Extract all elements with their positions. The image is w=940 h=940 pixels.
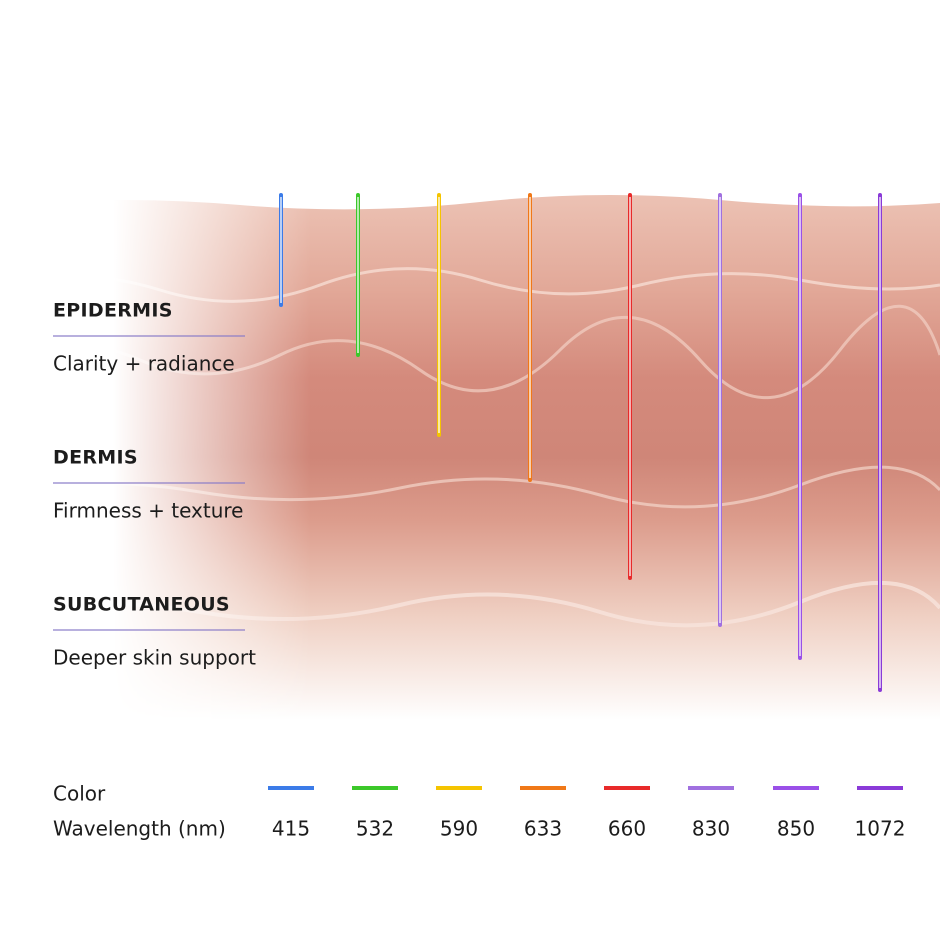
color-swatch xyxy=(773,786,819,790)
color-label: Color xyxy=(53,782,106,806)
light-beams xyxy=(276,190,885,695)
wavelength-value: 633 xyxy=(524,817,562,841)
color-swatch xyxy=(436,786,482,790)
layer-title: DERMIS xyxy=(53,447,138,469)
wavelength-value: 1072 xyxy=(855,817,906,841)
wavelength-label: Wavelength (nm) xyxy=(53,817,226,841)
wavelength-value: 660 xyxy=(608,817,646,841)
color-swatch xyxy=(688,786,734,790)
color-swatch xyxy=(520,786,566,790)
color-swatch xyxy=(604,786,650,790)
wavelength-value: 532 xyxy=(356,817,394,841)
layer-title: EPIDERMIS xyxy=(53,300,173,322)
layer-description: Firmness + texture xyxy=(53,499,244,523)
wavelength-value: 850 xyxy=(777,817,815,841)
color-swatch xyxy=(857,786,903,790)
layer-labels: EPIDERMIS Clarity + radiance DERMIS Firmnes… xyxy=(53,300,256,670)
layer-description: Deeper skin support xyxy=(53,646,256,670)
color-swatch xyxy=(268,786,314,790)
wavelength-value: 590 xyxy=(440,817,478,841)
legend: Color Wavelength (nm) 415 532 590 633 660 830… xyxy=(53,782,905,841)
wavelength-value: 830 xyxy=(692,817,730,841)
wavelength-value: 415 xyxy=(272,817,310,841)
layer-description: Clarity + radiance xyxy=(53,352,235,376)
color-swatch xyxy=(352,786,398,790)
layer-title: SUBCUTANEOUS xyxy=(53,594,230,616)
